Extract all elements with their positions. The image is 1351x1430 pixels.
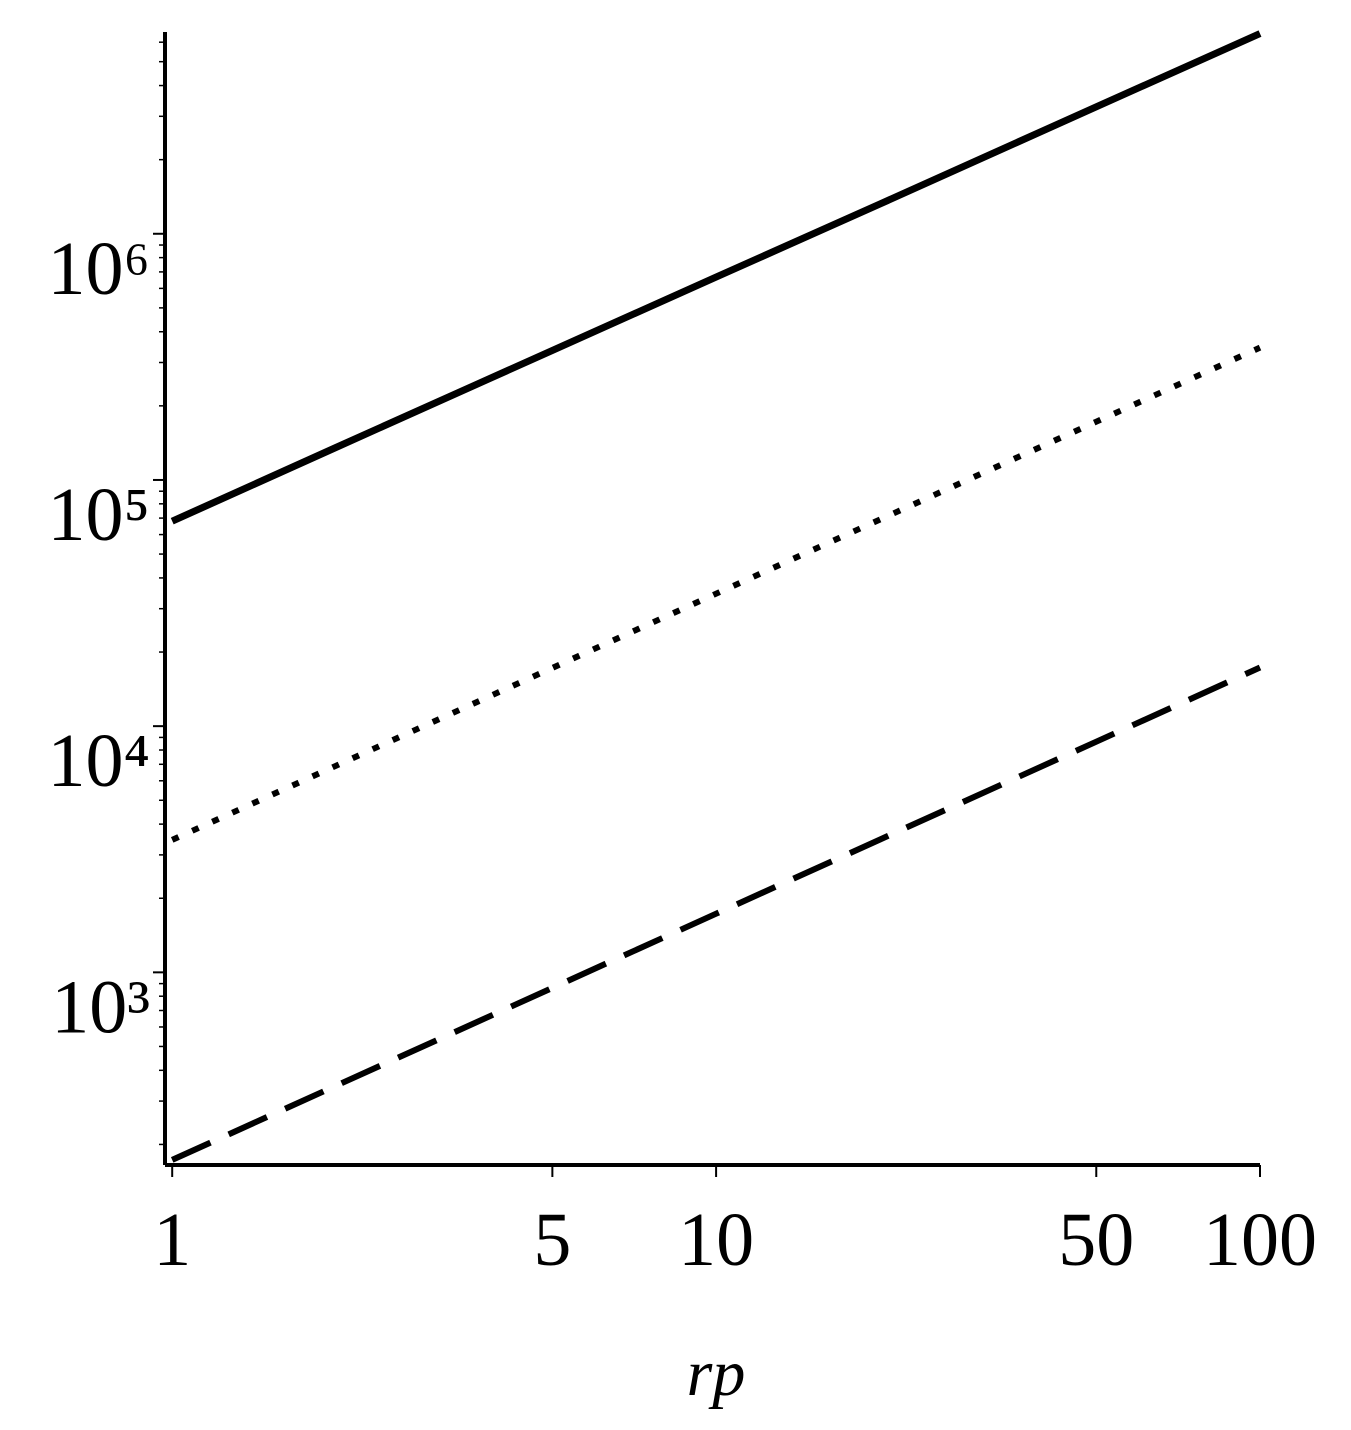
y-tick-label: 10⁵ (48, 473, 151, 557)
x-tick-label: 100 (1203, 1198, 1317, 1282)
x-tick-label: 10 (678, 1198, 754, 1282)
y-tick-label: 10⁴ (48, 719, 151, 803)
x-tick-label: 1 (153, 1198, 191, 1282)
y-tick-label: 10³ (51, 965, 150, 1049)
series-line (170, 664, 1262, 1163)
x-tick-label: 5 (533, 1198, 571, 1282)
series-line (170, 30, 1262, 525)
x-tick-label: 50 (1058, 1198, 1134, 1282)
x-axis-label: rp (687, 1337, 746, 1410)
series-line (170, 344, 1262, 843)
y-tick-label: 10⁶ (48, 227, 151, 311)
